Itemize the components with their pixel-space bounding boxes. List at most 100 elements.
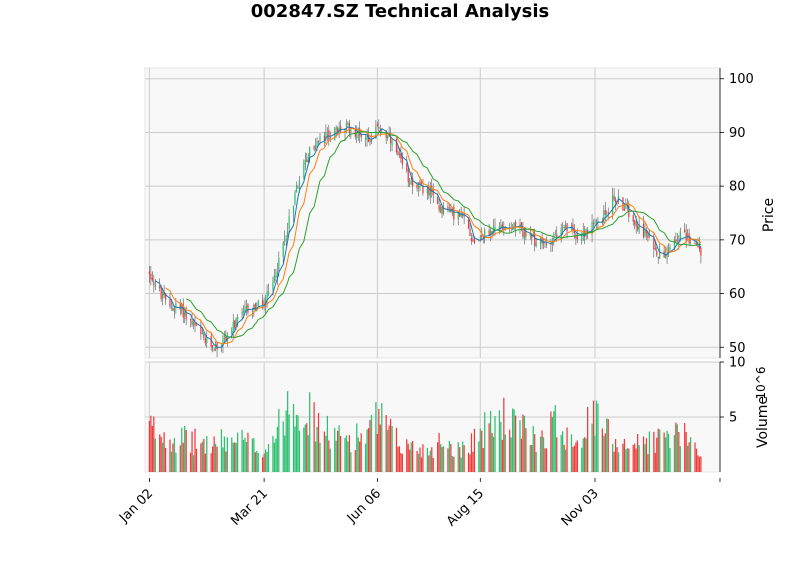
volume-bar-108 bbox=[369, 420, 371, 472]
x-tick-label-3: Aug 15 bbox=[444, 486, 487, 529]
candle-body-150 bbox=[457, 212, 459, 220]
candle-body-190 bbox=[539, 238, 542, 244]
volume-bar-135 bbox=[426, 447, 428, 472]
volume-bar-16 bbox=[181, 427, 183, 472]
volume-bar-68 bbox=[287, 391, 289, 472]
candle-body-35 bbox=[220, 345, 223, 348]
candle-body-136 bbox=[428, 187, 430, 195]
volume-bar-175 bbox=[509, 429, 511, 472]
volume-bar-236 bbox=[634, 443, 636, 472]
candle-body-261 bbox=[685, 232, 687, 240]
candle-body-241 bbox=[644, 230, 646, 237]
candle-body-108 bbox=[369, 140, 371, 143]
volume-bar-131 bbox=[417, 453, 420, 472]
volume-bar-91 bbox=[335, 440, 337, 472]
volume-bar-232 bbox=[625, 449, 627, 472]
candle-body-201 bbox=[562, 227, 564, 229]
volume-bar-167 bbox=[491, 433, 493, 472]
volume-bar-74 bbox=[298, 430, 301, 472]
candle-body-249 bbox=[659, 249, 661, 259]
candle-body-130 bbox=[416, 184, 418, 189]
candle-body-226 bbox=[613, 196, 615, 200]
candle-body-245 bbox=[653, 236, 655, 250]
volume-bar-139 bbox=[432, 457, 434, 472]
volume-bar-267 bbox=[697, 455, 699, 472]
volume-bar-123 bbox=[400, 453, 402, 472]
volume-y-tick-label-0: 5 bbox=[729, 411, 737, 426]
candle-body-195 bbox=[550, 243, 552, 245]
volume-bar-37 bbox=[223, 436, 226, 472]
volume-bar-204 bbox=[566, 427, 568, 472]
candle-body-105 bbox=[364, 137, 367, 140]
volume-bar-172 bbox=[501, 439, 503, 472]
volume-bar-144 bbox=[442, 446, 445, 472]
candle-body-248 bbox=[657, 256, 659, 258]
candle-body-100 bbox=[354, 128, 356, 137]
volume-bar-256 bbox=[675, 422, 677, 472]
candle-body-32 bbox=[213, 348, 215, 351]
volume-bar-46 bbox=[242, 439, 245, 472]
candle-body-180 bbox=[519, 223, 521, 227]
volume-bar-107 bbox=[367, 428, 370, 472]
volume-bar-19 bbox=[185, 430, 187, 472]
volume-bar-66 bbox=[284, 435, 286, 472]
candle-body-191 bbox=[541, 237, 543, 244]
volume-bar-149 bbox=[453, 456, 455, 472]
volume-bar-168 bbox=[492, 436, 495, 472]
candle-body-165 bbox=[488, 230, 490, 235]
volume-bar-210 bbox=[581, 447, 583, 472]
volume-bar-88 bbox=[328, 440, 330, 472]
candle-body-157 bbox=[470, 237, 473, 242]
volume-bar-41 bbox=[232, 442, 234, 472]
candle-body-236 bbox=[634, 220, 636, 225]
candle-body-231 bbox=[623, 208, 626, 211]
candle-body-259 bbox=[679, 231, 681, 241]
volume-bar-3 bbox=[153, 416, 155, 472]
candle-body-11 bbox=[170, 306, 173, 308]
candle-body-197 bbox=[553, 235, 555, 241]
candle-body-168 bbox=[492, 227, 495, 234]
volume-bar-124 bbox=[401, 453, 403, 472]
volume-bar-269 bbox=[700, 456, 702, 472]
candle-body-179 bbox=[514, 221, 517, 229]
candle-body-140 bbox=[437, 197, 439, 204]
candle-body-7 bbox=[162, 291, 164, 299]
volume-bar-150 bbox=[457, 442, 459, 472]
volume-bar-190 bbox=[539, 436, 542, 472]
candle-body-112 bbox=[378, 127, 380, 129]
candle-body-253 bbox=[667, 246, 670, 254]
candle-body-36 bbox=[222, 337, 224, 347]
candle-body-99 bbox=[350, 128, 352, 132]
candle-body-264 bbox=[689, 242, 692, 244]
volume-bar-224 bbox=[607, 419, 609, 472]
volume-bar-154 bbox=[463, 445, 465, 472]
volume-bar-10 bbox=[169, 439, 171, 472]
volume-bar-253 bbox=[667, 433, 670, 472]
volume-bar-136 bbox=[428, 455, 430, 472]
candle-body-19 bbox=[185, 311, 187, 320]
volume-bar-111 bbox=[376, 433, 378, 472]
moving-average-10-line bbox=[165, 127, 702, 345]
volume-bar-128 bbox=[410, 442, 412, 472]
candle-body-75 bbox=[303, 163, 305, 180]
candle-body-101 bbox=[356, 133, 358, 139]
volume-bar-61 bbox=[273, 442, 276, 472]
candle-body-238 bbox=[637, 226, 639, 230]
volume-bar-165 bbox=[488, 423, 490, 472]
volume-bar-62 bbox=[275, 438, 277, 472]
candle-body-106 bbox=[366, 135, 368, 140]
volume-bar-70 bbox=[292, 404, 295, 472]
candle-body-213 bbox=[585, 228, 587, 236]
candle-body-88 bbox=[328, 130, 330, 140]
volume-bar-206 bbox=[572, 446, 574, 472]
candle-body-116 bbox=[387, 135, 389, 139]
volume-bar-198 bbox=[554, 405, 556, 472]
candle-body-134 bbox=[422, 185, 424, 194]
candle-body-64 bbox=[278, 257, 280, 270]
volume-bar-182 bbox=[522, 414, 524, 472]
candle-body-61 bbox=[273, 275, 276, 281]
candle-body-5 bbox=[159, 285, 161, 288]
volume-bar-33 bbox=[214, 443, 217, 472]
volume-bar-125 bbox=[406, 439, 408, 472]
volume-bar-199 bbox=[556, 437, 558, 472]
